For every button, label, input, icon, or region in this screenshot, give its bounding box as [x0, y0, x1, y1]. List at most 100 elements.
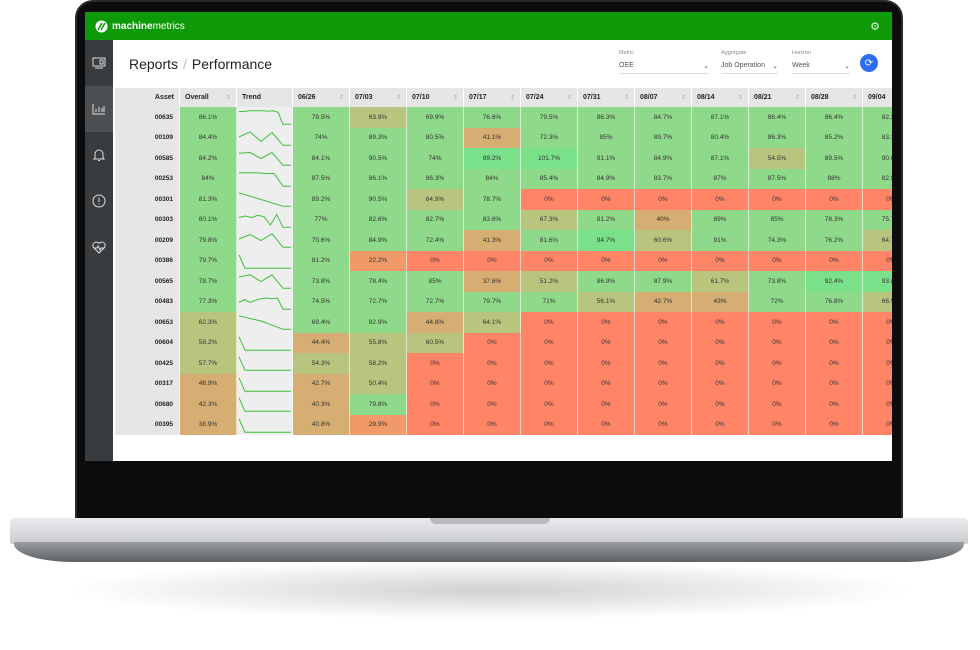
- table-row[interactable]: 00653 62.3% 69.4% 82.9% 44.8% 64.1% 0% 0% 0% 0% 0%…: [115, 312, 892, 333]
- table-row[interactable]: 00253 84% 87.5% 86.1% 86.3% 84% 85.4% 84.9% 83.7…: [115, 168, 892, 189]
- asset-id[interactable]: 00209: [115, 230, 180, 251]
- horizon-value: Week: [792, 62, 810, 69]
- sidebar-item-health[interactable]: [85, 224, 113, 270]
- overall-cell: 79.8%: [180, 230, 237, 251]
- sort-icon[interactable]: ⇕: [623, 95, 629, 101]
- asset-id[interactable]: 00635: [115, 107, 180, 128]
- sidebar-item-issues[interactable]: [85, 178, 113, 224]
- sparkline: [238, 213, 291, 228]
- week-value-cell: 79.5%: [521, 107, 578, 128]
- week-value-cell: 0%: [521, 332, 578, 353]
- week-value-cell: 85%: [578, 127, 635, 148]
- trend-sparkline: [237, 107, 293, 128]
- asset-id[interactable]: 00303: [115, 209, 180, 230]
- asset-id[interactable]: 00425: [115, 353, 180, 374]
- overall-cell: 80.1%: [180, 209, 237, 230]
- sort-icon[interactable]: ⇕: [851, 95, 857, 101]
- table-row[interactable]: 00209 79.8% 70.6% 84.9% 72.4% 41.3% 81.6% 94.7%…: [115, 230, 892, 251]
- sort-icon[interactable]: ⇕: [737, 95, 743, 101]
- week-value-cell: 0%: [863, 414, 892, 435]
- asset-id[interactable]: 00301: [115, 189, 180, 210]
- table-row[interactable]: 00565 78.7% 73.8% 78.4% 85% 37.6% 51.2% 86.9% 87…: [115, 271, 892, 292]
- sort-icon[interactable]: ⇕: [680, 95, 686, 101]
- asset-id[interactable]: 00585: [115, 148, 180, 169]
- column-header-asset[interactable]: Asset: [115, 88, 180, 107]
- column-header-week[interactable]: 09/04⇕: [863, 88, 892, 107]
- week-value-cell: 0%: [521, 394, 578, 415]
- table-row[interactable]: 00483 77.3% 74.5% 72.7% 72.7% 79.7% 71% 56.1% 42…: [115, 291, 892, 312]
- column-header-week[interactable]: 08/21 ⇕: [749, 88, 806, 107]
- sidebar-item-devices[interactable]: [85, 40, 113, 86]
- week-value-cell: 0%: [521, 414, 578, 435]
- week-value-cell: 87.5%: [293, 168, 350, 189]
- week-value-cell: 0%: [578, 394, 635, 415]
- week-value-cell: 0%: [635, 414, 692, 435]
- table-row[interactable]: 00303 80.1% 77% 82.6% 82.7% 83.6% 67.3% 81.2% 40…: [115, 209, 892, 230]
- refresh-button[interactable]: ⟳: [860, 54, 878, 72]
- metric-select[interactable]: Metric OEE ⌄: [619, 50, 709, 74]
- overall-cell: 86.1%: [180, 107, 237, 128]
- week-value-cell: 0%: [806, 312, 863, 333]
- column-header-week[interactable]: 08/07 ⇕: [635, 88, 692, 107]
- week-value-cell: 82.7%: [407, 209, 464, 230]
- asset-id[interactable]: 00109: [115, 127, 180, 148]
- column-header-week[interactable]: 07/31 ⇕: [578, 88, 635, 107]
- settings-gear-icon[interactable]: ⚙: [870, 21, 880, 33]
- week-value-cell: 0%: [521, 353, 578, 374]
- week-value-cell: 82.5%: [863, 168, 892, 189]
- column-header-week[interactable]: 07/24 ⇕: [521, 88, 578, 107]
- sort-icon[interactable]: ⇕: [509, 95, 515, 101]
- table-row[interactable]: 00635 86.1% 79.5% 63.9% 69.9% 76.6% 79.5% 86.3%…: [115, 107, 892, 128]
- sort-icon[interactable]: ⇕: [452, 95, 458, 101]
- overall-cell: 42.3%: [180, 394, 237, 415]
- column-header-week[interactable]: 08/28 ⇕: [806, 88, 863, 107]
- breadcrumb-reports[interactable]: Reports: [129, 56, 179, 72]
- sidebar-item-reports[interactable]: [85, 86, 113, 132]
- column-header-overall[interactable]: Overall ⇕: [180, 88, 237, 107]
- table-row[interactable]: 00109 84.4% 74% 89.3% 80.5% 41.1% 72.3% 85% 89.7…: [115, 127, 892, 148]
- week-value-cell: 73.8%: [749, 271, 806, 292]
- sidebar-item-alerts[interactable]: [85, 132, 113, 178]
- week-value-cell: 40.8%: [293, 414, 350, 435]
- table-row[interactable]: 00604 58.2% 44.4% 55.8% 60.5% 0% 0% 0% 0% 0% 0% 0% 0…: [115, 332, 892, 353]
- sort-icon[interactable]: ⇕: [225, 95, 231, 101]
- asset-id[interactable]: 00317: [115, 373, 180, 394]
- aggregate-select[interactable]: Aggregate Job Operation ⌄: [721, 50, 778, 74]
- asset-id[interactable]: 00565: [115, 271, 180, 292]
- asset-id[interactable]: 00680: [115, 394, 180, 415]
- table-row[interactable]: 00585 84.2% 84.1% 90.5% 74% 99.2% 101.7% 91.1% 8…: [115, 148, 892, 169]
- monitor-icon: [92, 57, 106, 69]
- week-value-cell: 93.8%: [863, 271, 892, 292]
- horizon-select[interactable]: Horizon Week ⌄: [792, 50, 850, 74]
- column-header-week[interactable]: 06/26 ⇕: [293, 88, 350, 107]
- sort-icon[interactable]: ⇕: [794, 95, 800, 101]
- week-value-cell: 54.5%: [749, 148, 806, 169]
- week-value-cell: 81.2%: [578, 209, 635, 230]
- asset-id[interactable]: 00395: [115, 414, 180, 435]
- column-header-week[interactable]: 07/03 ⇕: [350, 88, 407, 107]
- sort-icon[interactable]: ⇕: [338, 95, 344, 101]
- asset-id[interactable]: 00604: [115, 332, 180, 353]
- week-value-cell: 0%: [692, 250, 749, 271]
- sort-icon[interactable]: ⇕: [395, 95, 401, 101]
- week-value-cell: 86.3%: [749, 127, 806, 148]
- week-value-cell: 0%: [863, 312, 892, 333]
- logo[interactable]: machinemetrics: [95, 20, 185, 33]
- asset-id[interactable]: 00653: [115, 312, 180, 333]
- column-header-week[interactable]: 08/14 ⇕: [692, 88, 749, 107]
- asset-id[interactable]: 00386: [115, 250, 180, 271]
- asset-id[interactable]: 00483: [115, 291, 180, 312]
- overall-cell: 78.7%: [180, 271, 237, 292]
- week-value-cell: 0%: [635, 312, 692, 333]
- table-row[interactable]: 00301 81.3% 89.2% 90.5% 64.9% 78.7% 0% 0% 0% 0% 0%…: [115, 189, 892, 210]
- sparkline: [238, 130, 291, 146]
- sort-icon[interactable]: ⇕: [566, 95, 572, 101]
- column-header-week[interactable]: 07/17 ⇕: [464, 88, 521, 107]
- asset-id[interactable]: 00253: [115, 168, 180, 189]
- column-header-week[interactable]: 07/10 ⇕: [407, 88, 464, 107]
